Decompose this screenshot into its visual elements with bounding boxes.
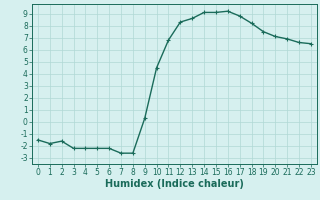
- X-axis label: Humidex (Indice chaleur): Humidex (Indice chaleur): [105, 179, 244, 189]
